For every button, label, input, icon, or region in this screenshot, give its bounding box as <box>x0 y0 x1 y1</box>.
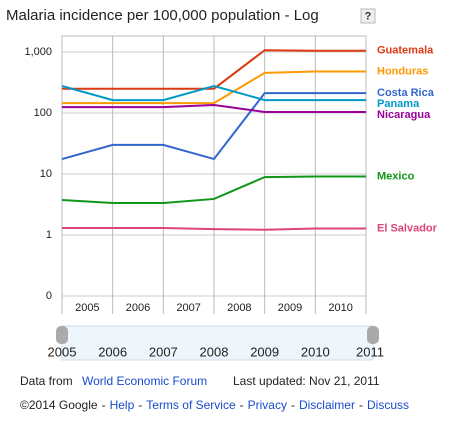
footer-text: ©2014 Google - Help - Terms of Service - Priva… <box>20 398 409 412</box>
footer-link[interactable]: Terms of Service <box>146 398 236 412</box>
separator: - <box>240 398 244 412</box>
legend-label: Nicaragua <box>377 109 431 121</box>
separator: - <box>291 398 295 412</box>
source-link[interactable]: World Economic Forum <box>82 374 207 388</box>
y-tick-label: 0 <box>46 290 52 302</box>
help-box[interactable] <box>360 8 376 24</box>
series-line <box>61 84 366 102</box>
x-tick-label: 2006 <box>126 302 150 314</box>
legend-label: Panama <box>377 98 420 110</box>
y-tick-label: 10 <box>40 168 52 180</box>
y-tick-label: 100 <box>34 107 52 119</box>
slider-handle[interactable] <box>367 326 379 344</box>
series-line <box>62 49 366 90</box>
legend-label: Honduras <box>377 65 428 77</box>
footer-text: Data from <box>20 374 73 388</box>
y-tick-label: 1,000 <box>24 46 52 58</box>
footer-text: Last updated: Nov 21, 2011 <box>233 374 380 388</box>
x-tick-label: 2009 <box>278 302 302 314</box>
footer-link[interactable]: Help <box>110 398 135 412</box>
slider-label: 2011 <box>356 344 384 359</box>
legend-label: Mexico <box>377 170 415 182</box>
x-tick-label: 2007 <box>176 302 200 314</box>
legend-label: Costa Rica <box>377 87 435 99</box>
slider-label: 2009 <box>250 344 279 359</box>
help-icon[interactable]: ? <box>365 10 372 22</box>
footer-link[interactable]: Disclaimer <box>299 398 355 412</box>
x-tick-label: 2008 <box>227 302 251 314</box>
separator: - <box>138 398 142 412</box>
slider-label: 2006 <box>98 344 127 359</box>
slider-label: 2005 <box>48 344 77 359</box>
footer-link[interactable]: Discuss <box>367 398 409 412</box>
separator: - <box>359 398 363 412</box>
x-tick-label: 2005 <box>75 302 99 314</box>
slider-track[interactable] <box>61 325 374 361</box>
slider-label: 2008 <box>200 344 229 359</box>
series-line <box>62 227 366 231</box>
legend-label: Guatemala <box>377 45 434 57</box>
series-line <box>62 104 366 113</box>
series-line <box>62 70 366 105</box>
chart-title: Malaria incidence per 100,000 population… <box>6 7 319 24</box>
slider-label: 2010 <box>301 344 330 359</box>
series-line <box>61 175 366 204</box>
series-line <box>61 92 366 161</box>
slider-label: 2007 <box>149 344 178 359</box>
footer-link[interactable]: Privacy <box>248 398 287 412</box>
separator: - <box>102 398 106 412</box>
y-tick-label: 1 <box>46 229 52 241</box>
copyright: ©2014 Google <box>20 398 98 412</box>
slider-handle[interactable] <box>56 326 68 344</box>
legend-label: El Salvador <box>377 222 438 234</box>
x-tick-label: 2010 <box>328 302 352 314</box>
